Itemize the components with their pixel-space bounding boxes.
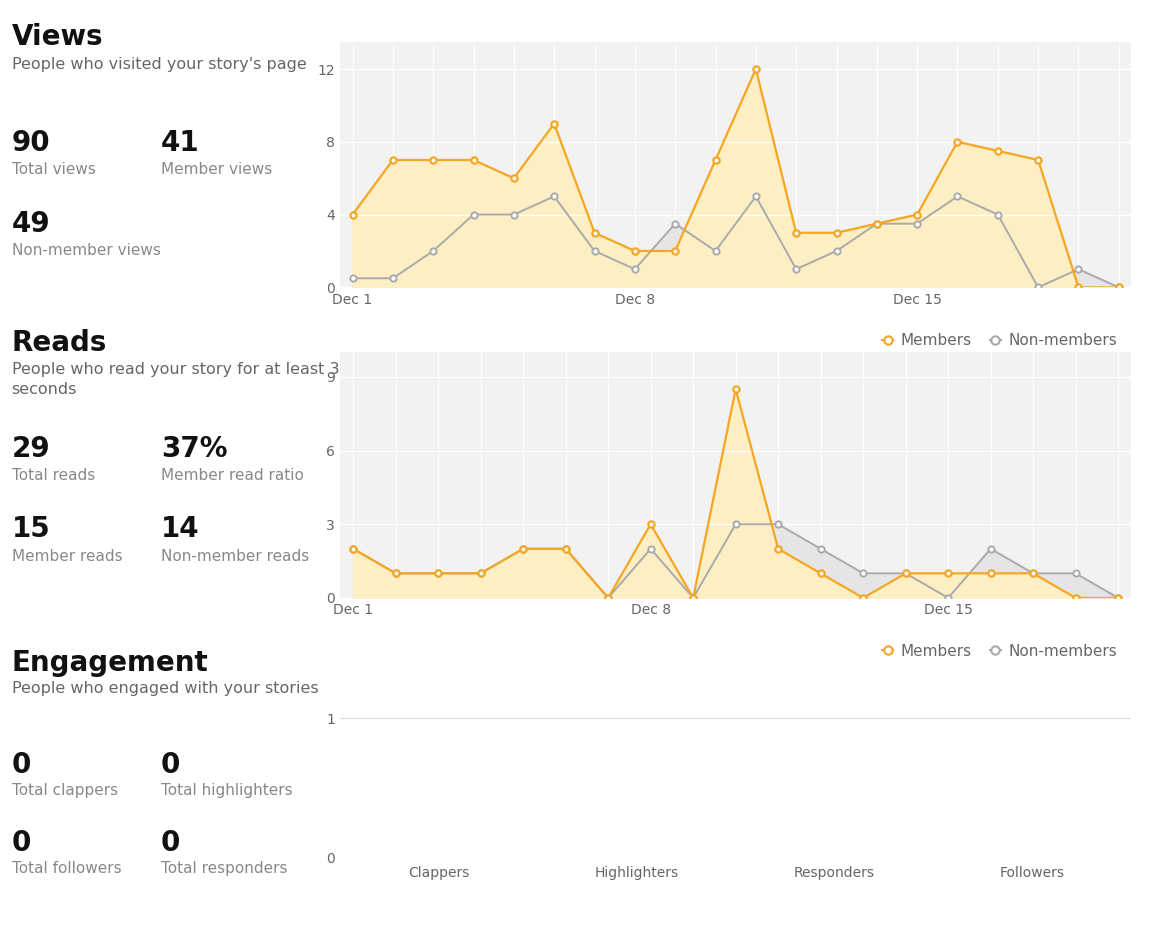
Text: Reads: Reads [12,329,107,357]
Text: Non-member views: Non-member views [12,243,160,258]
Text: 0: 0 [162,751,180,779]
Text: 0: 0 [12,751,31,779]
Text: 37%: 37% [162,435,227,463]
Text: People who read your story for at least 30
seconds: People who read your story for at least … [12,362,350,398]
Text: 14: 14 [162,515,200,543]
Text: Member reads: Member reads [12,549,122,564]
Text: Total highlighters: Total highlighters [162,783,293,798]
Legend: Members, Non-members: Members, Non-members [876,327,1123,354]
Text: 0: 0 [12,829,31,857]
Legend: Members, Non-members: Members, Non-members [876,638,1123,665]
Text: Non-member reads: Non-member reads [162,549,309,564]
Text: 49: 49 [12,210,50,237]
Text: Views: Views [12,23,103,51]
Text: Member read ratio: Member read ratio [162,468,304,483]
Text: Total reads: Total reads [12,468,95,483]
Text: Total views: Total views [12,162,96,177]
Text: People who engaged with your stories: People who engaged with your stories [12,681,319,696]
Text: Total responders: Total responders [162,861,287,876]
Text: 41: 41 [162,129,200,157]
Text: 29: 29 [12,435,50,463]
Text: Member views: Member views [162,162,272,177]
Text: People who visited your story's page: People who visited your story's page [12,57,306,71]
Text: Engagement: Engagement [12,649,208,677]
Text: Total clappers: Total clappers [12,783,118,798]
Text: 15: 15 [12,515,51,543]
Text: 90: 90 [12,129,50,157]
Text: Total followers: Total followers [12,861,121,876]
Text: 0: 0 [162,829,180,857]
